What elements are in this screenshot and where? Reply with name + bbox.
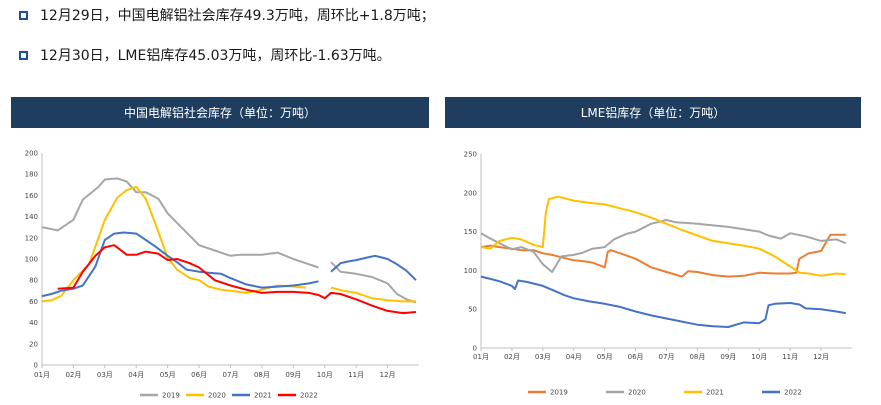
x-tick-label: 11月 (782, 353, 798, 361)
lme-aluminum-inventory-chart: 0 50 100 150 200 250 01月 02月 03月 04月 05月 06月 07月 08月 0… (464, 151, 852, 397)
x-tick-label: 04月 (566, 353, 582, 361)
y-tick-label: 0 (34, 362, 38, 370)
x-tick-label: 11月 (348, 371, 364, 379)
legend-label-2021: 2021 (254, 392, 272, 400)
x-tick-label: 07月 (659, 353, 675, 361)
y-tick-label: 40 (29, 319, 38, 327)
series-line-2019 (330, 261, 417, 304)
series-line-2019 (41, 177, 319, 269)
y-tick-label: 200 (464, 189, 477, 197)
china-aluminum-inventory-chart: 0 20 40 60 80 100 120 140 160 180 200 01月 02月 03月 04月 0… (25, 150, 419, 400)
square-bullet-icon (19, 10, 28, 20)
y-tick-label: 180 (25, 171, 38, 179)
y-tick-label: 250 (464, 151, 477, 159)
x-tick-label: 08月 (254, 371, 270, 379)
series-line-2021 (41, 231, 319, 298)
x-tick-label: 08月 (689, 353, 705, 361)
legend-label-2022: 2022 (784, 389, 802, 397)
bullet-item-shfe: 12月29日，中国电解铝社会库存49.3万吨，周环比+1.8万吨； (19, 5, 435, 25)
x-tick-label: 05月 (160, 371, 176, 379)
x-tick-label: 02月 (65, 371, 81, 379)
legend-label-2019: 2019 (162, 392, 180, 400)
x-tick-label: 02月 (504, 353, 520, 361)
y-tick-label: 150 (464, 228, 477, 236)
x-tick-label: 10月 (317, 371, 333, 379)
y-tick-label: 120 (25, 234, 38, 242)
y-tick-label: 100 (464, 267, 477, 275)
x-tick-label: 12月 (380, 371, 396, 379)
x-tick-label: 01月 (473, 353, 489, 361)
x-tick-label: 01月 (34, 371, 50, 379)
series-line-2019 (480, 233, 846, 278)
y-tick-label: 50 (468, 306, 477, 314)
bullet-text: 12月30日，LME铝库存45.03万吨，周环比-1.63万吨。 (40, 48, 391, 64)
bullet-item-lme: 12月30日，LME铝库存45.03万吨，周环比-1.63万吨。 (19, 45, 391, 65)
x-tick-label: 07月 (223, 371, 239, 379)
legend-label-2019: 2019 (550, 389, 568, 397)
x-tick-label: 03月 (97, 371, 113, 379)
x-tick-label: 12月 (813, 353, 829, 361)
y-tick-label: 0 (473, 345, 477, 353)
x-tick-label: 04月 (128, 371, 144, 379)
y-tick-label: 160 (25, 192, 38, 200)
y-tick-label: 140 (25, 213, 38, 221)
chart-1-title: 中国电解铝社会库存（单位：万吨） (11, 97, 429, 128)
series-line-2020 (480, 219, 847, 273)
x-tick-label: 10月 (751, 353, 767, 361)
series-line-2021 (330, 254, 417, 281)
y-tick-label: 80 (29, 277, 38, 285)
y-tick-label: 100 (25, 256, 38, 264)
y-tick-label: 60 (29, 298, 38, 306)
square-bullet-icon (19, 50, 28, 60)
chart-2-title: LME铝库存（单位：万吨） (445, 97, 861, 128)
x-tick-label: 06月 (628, 353, 644, 361)
y-tick-label: 20 (29, 340, 38, 348)
x-tick-label: 05月 (597, 353, 613, 361)
y-tick-label: 200 (25, 150, 38, 158)
series-line-2021 (480, 195, 846, 277)
legend-label-2020: 2020 (208, 392, 226, 400)
series-line-2022 (480, 275, 846, 328)
series-line-2020 (330, 286, 416, 303)
x-tick-label: 09月 (720, 353, 736, 361)
x-tick-label: 06月 (191, 371, 207, 379)
bullet-text: 12月29日，中国电解铝社会库存49.3万吨，周环比+1.8万吨； (40, 8, 435, 24)
legend-label-2021: 2021 (706, 389, 724, 397)
legend-label-2020: 2020 (628, 389, 646, 397)
x-tick-label: 03月 (535, 353, 551, 361)
legend-label-2022: 2022 (300, 392, 318, 400)
x-tick-label: 09月 (285, 371, 301, 379)
series-line-2022 (57, 244, 416, 315)
